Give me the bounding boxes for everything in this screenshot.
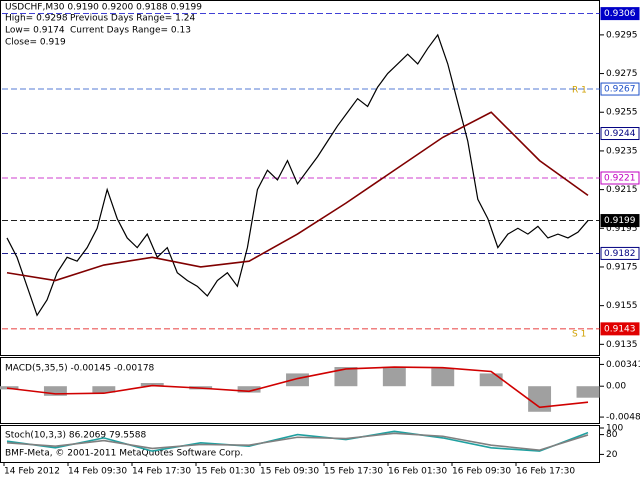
y-tick-label: 0.9215 [606, 185, 638, 195]
histogram-bar [237, 386, 261, 393]
stoch-title: Stoch(10,3,3) 86.2069 79.5588 [5, 431, 146, 441]
stoch-panel [0, 425, 600, 463]
level-box [600, 214, 640, 228]
histogram-bar [528, 386, 552, 412]
level-box [600, 82, 640, 96]
histogram-bar [286, 373, 309, 387]
level-label: 0.9143 [604, 324, 636, 334]
level-label: 0.9267 [604, 85, 636, 95]
level-label: 0.9199 [604, 216, 636, 226]
symbol-header: USDCHF,M30 0.9190 0.9200 0.9188 0.9199 [5, 3, 202, 13]
y-tick-label: 0.9275 [606, 69, 638, 79]
level-box [600, 127, 640, 141]
x-tick-label: 15 Feb 09:30 [260, 467, 319, 477]
y-tick-label: 0.9255 [606, 108, 638, 118]
x-tick-label: 16 Feb 01:30 [388, 467, 447, 477]
y-tick-label: 0.9195 [606, 224, 638, 234]
level-label: R 1 [572, 86, 587, 96]
y-tick-label: 0.9155 [606, 301, 638, 311]
series-line [6, 366, 589, 409]
info: Previous Days Range= 1.24 [70, 14, 195, 24]
y-tick-label: 0.9135 [606, 340, 638, 350]
series-line [6, 430, 589, 452]
info: Low= 0.9174 [5, 26, 65, 36]
level-label: 0.9306 [604, 9, 636, 19]
histogram-bar [576, 386, 600, 398]
info: Current Days Range= 0.13 [70, 26, 191, 36]
macd-panel [0, 357, 600, 424]
level-label: S 1 [572, 330, 586, 340]
histogram-bar [43, 386, 67, 396]
info: High= 0.9298 [5, 14, 68, 24]
x-tick-label: 15 Feb 17:30 [324, 467, 383, 477]
level-label: 0.9221 [604, 174, 636, 184]
series-line [6, 33, 589, 317]
level-box [600, 322, 640, 336]
y-tick-label: 0.9235 [606, 146, 638, 156]
x-tick-label: 14 Feb 2012 [4, 467, 60, 477]
x-tick-label: 14 Feb 17:30 [132, 467, 191, 477]
macd-title: MACD(5,35,5) -0.00145 -0.00178 [5, 364, 155, 374]
y-tick-label: -0.00483 [606, 413, 640, 423]
level-box [600, 7, 640, 21]
y-tick-label: 20 [606, 450, 618, 460]
histogram-bar [334, 367, 358, 387]
histogram-bar [382, 367, 406, 387]
histogram-bar [92, 386, 116, 393]
x-tick-label: 16 Feb 17:30 [516, 467, 575, 477]
y-tick-label: 80 [606, 430, 618, 440]
level-label: 0.9244 [604, 129, 636, 139]
histogram-bar [479, 373, 503, 387]
y-tick-label: 0.9175 [606, 262, 638, 272]
y-tick-label: 0.00 [606, 382, 626, 392]
level-label: 0.9182 [604, 249, 636, 259]
series-line [6, 111, 589, 282]
histogram-bar [431, 368, 455, 387]
y-tick-label: 0.00341 [606, 360, 640, 370]
x-tick-label: 15 Feb 01:30 [196, 467, 255, 477]
copyright: BMF-Meta, © 2001-2011 MetaQuotes Softwar… [5, 449, 243, 459]
series-line [6, 432, 589, 451]
histogram-bar [140, 383, 164, 387]
level-box [600, 246, 640, 260]
info: Close= 0.919 [5, 38, 66, 48]
y-tick-label: 0.9295 [606, 30, 638, 40]
y-tick-label: 100 [606, 424, 623, 434]
x-tick-label: 14 Feb 09:30 [68, 467, 127, 477]
level-box [600, 171, 640, 185]
x-tick-label: 16 Feb 09:30 [452, 467, 511, 477]
